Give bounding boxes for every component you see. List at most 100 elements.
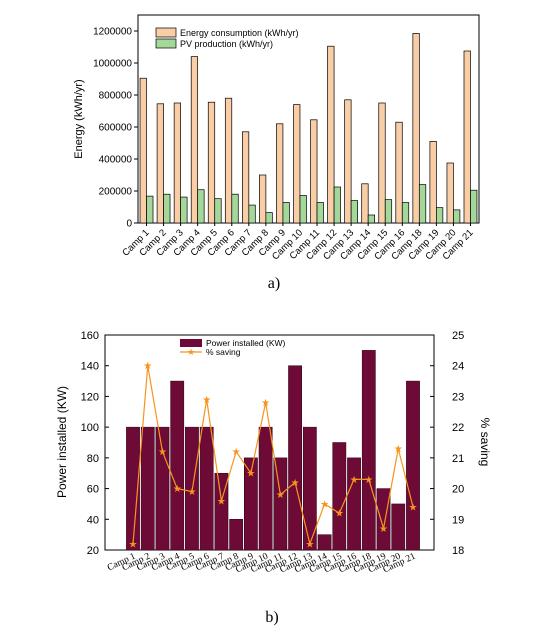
y-right-tick-label: 20 [452,484,464,496]
chart-b-ylabel-right: % saving [478,418,492,467]
y-right-tick-label: 24 [452,361,464,373]
point-saving-11: ★ [276,490,285,501]
bar-power-20 [406,380,420,551]
bar-power-17 [361,350,376,551]
bar-pv-5 [214,198,222,224]
bar-energy-13 [344,99,352,224]
bar-power-12 [288,365,302,551]
bar-power-3 [155,426,170,551]
point-saving-16: ★ [350,475,359,486]
point-saving-8: ★ [232,447,241,458]
panel-label-b: b) [265,609,278,626]
point-saving-20: ★ [409,503,418,514]
bar-energy-3 [173,102,181,224]
y-right-tick-label: 23 [452,391,464,403]
bar-energy-19 [446,162,454,224]
bar-pv-20 [470,189,478,224]
bar-power-2 [140,426,155,551]
chart-a: 020000040000060000080000010000001200000 … [73,14,480,292]
bar-energy-6 [224,97,233,224]
y-tick-label: 40 [87,514,99,526]
bar-energy-11 [310,119,318,224]
y-tick-label: 800000 [99,91,133,102]
y-right-tick-label: 21 [452,453,464,465]
bar-power-19 [391,503,406,551]
point-saving-18: ★ [379,524,388,535]
bar-power-14 [317,534,332,551]
bar-pv-6 [231,193,239,224]
bar-pv-4 [197,189,205,224]
y-tick-label: 200000 [99,187,133,198]
bar-power-7 [214,472,229,551]
bar-pv-2 [163,193,171,224]
y-tick-label: 60 [87,484,99,496]
y-tick-label: 600000 [99,123,133,134]
bar-pv-15 [384,199,393,224]
panel-label-a: a) [268,275,280,292]
y-tick-label: 100 [81,422,99,434]
bar-power-4 [170,380,185,551]
point-saving-5: ★ [187,487,196,498]
chart-a-legend: Energy consumption (kWh/yr) PV productio… [155,27,299,49]
legend-label-pv: PV production (kWh/yr) [180,39,273,49]
chart-a-plot-frame [137,14,480,224]
chart-b: ★ ★ ★ ★ ★ ★ ★ ★ ★ ★ ★ ★ ★ ★ ★ ★ ★ ★ ★ ★ 20 40 60 80 100 120 140 16… [55,330,492,626]
bar-power-16 [347,457,361,551]
y-tick-label: 140 [81,361,99,373]
point-saving-15: ★ [335,509,344,520]
y-tick-label: 1000000 [93,59,132,70]
legend-swatch-pv [155,38,177,49]
bar-power-11 [273,457,288,551]
legend-label-energy: Energy consumption (kWh/yr) [180,28,299,38]
bar-energy-15 [378,102,386,224]
bar-pv-1 [146,195,154,224]
bar-pv-10 [299,195,307,224]
bar-energy-20 [463,50,471,224]
point-saving-13: ★ [305,539,314,550]
bar-energy-18 [429,141,437,224]
point-saving-12: ★ [291,478,300,489]
bar-energy-9 [276,123,284,224]
bar-energy-8 [259,174,267,224]
y-right-tick-label: 25 [452,330,464,342]
legend-swatch-power [180,339,202,347]
bar-pv-3 [180,196,188,224]
legend-label-power: Power installed (KW) [206,338,286,348]
point-saving-9: ★ [246,469,255,480]
bar-pv-19 [453,209,461,224]
point-saving-2: ★ [143,361,152,372]
y-tick-label: 0 [126,219,132,230]
bar-pv-9 [282,202,290,224]
point-saving-10: ★ [261,398,270,409]
point-saving-1: ★ [129,539,138,550]
chart-b-ylabel: Power installed (KW) [55,386,69,498]
point-saving-7: ★ [217,496,226,507]
bar-power-13 [302,426,317,551]
bar-energy-12 [327,45,335,224]
bar-pv-17 [418,184,427,224]
bar-energy-17 [412,33,420,224]
bar-pv-16 [401,202,410,224]
chart-b-legend: Power installed (KW) ★ % saving [180,338,286,357]
bar-energy-7 [242,131,250,224]
y-tick-label: 80 [87,453,99,465]
point-saving-6: ★ [202,395,211,406]
bar-energy-5 [207,101,216,224]
y-right-tick-label: 18 [452,545,464,557]
bar-pv-12 [333,186,341,224]
legend-swatch-energy [155,27,177,38]
bar-pv-18 [436,207,444,224]
bar-energy-14 [361,183,369,224]
bar-energy-4 [190,56,199,224]
bar-energy-2 [156,103,164,224]
point-saving-14: ★ [320,499,329,510]
point-saving-3: ★ [158,447,167,458]
legend-marker-saving: ★ [187,347,195,357]
y-tick-label: 400000 [99,155,133,166]
bar-power-10 [258,426,273,551]
point-saving-19: ★ [394,444,403,455]
bar-pv-8 [265,212,273,224]
y-right-tick-label: 22 [452,422,464,434]
point-saving-17: ★ [364,475,373,486]
